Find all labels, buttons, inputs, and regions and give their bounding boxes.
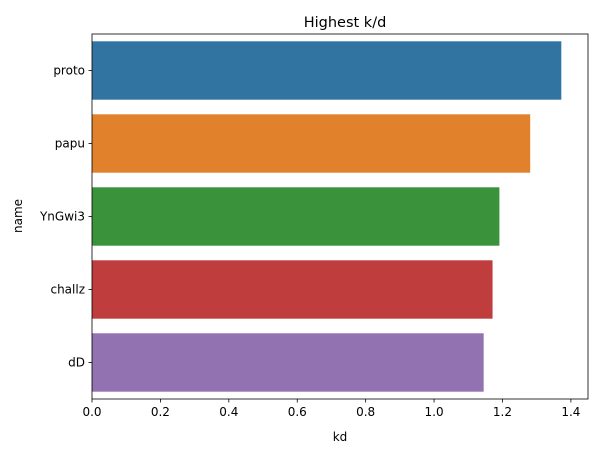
x-tick-label: 1.2 [493,405,512,419]
bar-dD [92,333,484,392]
bar-proto [92,41,562,100]
x-tick-label: 0.4 [219,405,238,419]
y-tick-label: proto [53,64,85,78]
x-axis-label: kd [333,430,348,444]
x-tick-label: 1.0 [425,405,444,419]
x-tick-label: 0.0 [82,405,101,419]
x-tick-label: 0.8 [356,405,375,419]
chart-title: Highest k/d [304,15,387,31]
y-tick-label: YnGwi3 [39,210,85,224]
y-axis-label: name [11,199,25,233]
y-tick-label: challz [50,283,85,297]
x-tick-label: 0.2 [151,405,170,419]
y-tick-label: dD [68,356,85,370]
bar-papu [92,114,531,173]
y-tick-label: papu [55,137,85,151]
x-tick-label: 1.4 [561,405,580,419]
y-axis-ticks: proto papu YnGwi3 challz dD [39,64,92,370]
bar-YnGwi3 [92,187,500,246]
bar-challz [92,260,493,319]
plot-frame [91,33,589,400]
bars-group [92,41,562,392]
x-tick-label: 0.6 [288,405,307,419]
x-axis-ticks: 0.0 0.2 0.4 0.6 0.8 1.0 1.2 1.4 [82,399,580,419]
